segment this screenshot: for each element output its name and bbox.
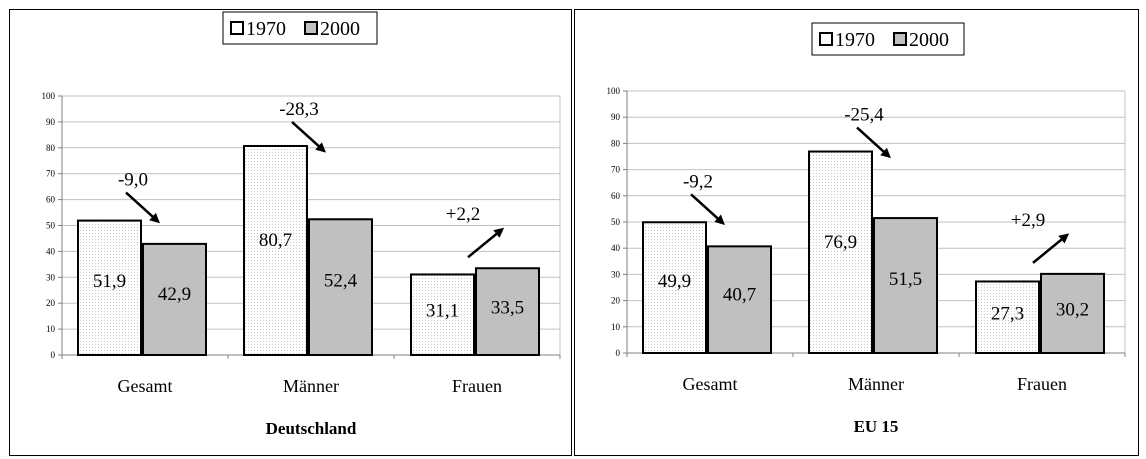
change-arrow-Gesamt bbox=[125, 191, 160, 224]
bar-Frauen-2000 bbox=[1040, 272, 1105, 355]
change-arrow-Männer bbox=[291, 121, 326, 153]
value-label-Gesamt-2000: 40,7 bbox=[723, 284, 756, 305]
bar-Männer-2000 bbox=[308, 218, 373, 356]
category-label-Männer: Männer bbox=[283, 376, 339, 396]
y-tick-label: 80 bbox=[611, 138, 621, 148]
legend-box bbox=[811, 22, 965, 56]
legend-swatch-1970 bbox=[819, 32, 833, 46]
y-tick-label: 40 bbox=[611, 243, 621, 253]
change-arrow-Männer bbox=[856, 126, 891, 159]
change-arrow-Frauen bbox=[467, 227, 505, 259]
y-tick-label: 100 bbox=[607, 86, 621, 96]
bar-Männer-1970 bbox=[808, 150, 873, 354]
bar-Frauen-1970 bbox=[975, 280, 1040, 354]
chart-panel-deutschland: 1970 2000 0 10 20 30 40 50 60 70 80 90 100 51,9 42,9 -9… bbox=[9, 9, 572, 456]
legend-label-2000: 2000 bbox=[320, 18, 360, 40]
y-tick-label: 70 bbox=[611, 165, 621, 175]
y-tick-label: 70 bbox=[46, 169, 56, 179]
value-label-Frauen-2000: 33,5 bbox=[491, 297, 524, 318]
bar-Gesamt-2000 bbox=[142, 242, 207, 357]
y-tick-label: 60 bbox=[611, 191, 621, 201]
value-label-Gesamt-2000: 42,9 bbox=[158, 284, 191, 305]
change-label-Gesamt: -9,2 bbox=[683, 171, 713, 192]
bar-Männer-1970 bbox=[243, 144, 308, 356]
y-tick-label: 10 bbox=[611, 322, 621, 332]
value-label-Gesamt-1970: 51,9 bbox=[93, 271, 126, 292]
legend-swatch-2000 bbox=[893, 32, 907, 46]
bar-Frauen-2000 bbox=[475, 267, 540, 356]
chart-eu15: 1970 2000 0 10 20 30 40 50 60 70 80 90 100 49,9 40,7 -9… bbox=[607, 22, 1126, 436]
legend-label-2000: 2000 bbox=[909, 29, 949, 51]
y-tick-label: 30 bbox=[46, 272, 56, 282]
category-label-Männer: Männer bbox=[848, 374, 904, 394]
change-label-Gesamt: -9,0 bbox=[118, 170, 148, 191]
value-label-Männer-2000: 51,5 bbox=[889, 269, 922, 290]
y-tick-label: 50 bbox=[611, 217, 621, 227]
category-label-Frauen: Frauen bbox=[452, 376, 502, 396]
value-label-Frauen-1970: 27,3 bbox=[991, 304, 1024, 325]
chart-subtitle: Deutschland bbox=[266, 419, 357, 438]
legend-swatch-1970 bbox=[230, 21, 244, 35]
bar-Männer-2000 bbox=[873, 217, 938, 354]
legend: 1970 2000 bbox=[222, 11, 378, 45]
y-tick-label: 100 bbox=[42, 91, 56, 101]
value-label-Männer-2000: 52,4 bbox=[324, 270, 358, 291]
change-arrow-Gesamt bbox=[690, 193, 725, 225]
chart-subtitle: EU 15 bbox=[854, 417, 899, 436]
y-tick-label: 90 bbox=[46, 117, 56, 127]
bar-Gesamt-1970 bbox=[642, 221, 707, 354]
y-tick-label: 20 bbox=[611, 296, 621, 306]
value-label-Männer-1970: 76,9 bbox=[824, 232, 857, 253]
y-tick-label: 0 bbox=[616, 348, 621, 358]
value-label-Männer-1970: 80,7 bbox=[259, 230, 292, 251]
bar-Frauen-1970 bbox=[410, 273, 475, 356]
legend-label-1970: 1970 bbox=[246, 18, 286, 40]
y-tick-label: 30 bbox=[611, 269, 621, 279]
y-tick-label: 80 bbox=[46, 143, 56, 153]
y-tick-label: 90 bbox=[611, 112, 621, 122]
change-label-Frauen: +2,2 bbox=[446, 204, 480, 225]
category-label-Frauen: Frauen bbox=[1017, 374, 1067, 394]
chart-panel-eu15: 1970 2000 0 10 20 30 40 50 60 70 80 90 100 49,9 40,7 -9… bbox=[574, 9, 1139, 456]
value-label-Frauen-2000: 30,2 bbox=[1056, 299, 1089, 320]
y-tick-label: 20 bbox=[46, 298, 56, 308]
value-label-Frauen-1970: 31,1 bbox=[426, 301, 459, 322]
category-label-Gesamt: Gesamt bbox=[683, 374, 738, 394]
legend-swatch-2000 bbox=[304, 21, 318, 35]
bar-Gesamt-2000 bbox=[707, 245, 772, 354]
y-tick-label: 0 bbox=[51, 350, 56, 360]
bar-Gesamt-1970 bbox=[77, 219, 142, 356]
legend: 1970 2000 bbox=[811, 22, 965, 56]
change-label-Männer: -25,4 bbox=[844, 105, 884, 126]
y-tick-label: 40 bbox=[46, 246, 56, 256]
change-label-Frauen: +2,9 bbox=[1011, 210, 1045, 231]
y-tick-label: 50 bbox=[46, 221, 56, 231]
legend-box bbox=[222, 11, 378, 45]
legend-label-1970: 1970 bbox=[835, 29, 875, 51]
value-label-Gesamt-1970: 49,9 bbox=[658, 271, 691, 292]
change-label-Männer: -28,3 bbox=[279, 99, 319, 120]
y-tick-label: 10 bbox=[46, 324, 56, 334]
chart-deutschland: 1970 2000 0 10 20 30 40 50 60 70 80 90 100 51,9 42,9 -9… bbox=[42, 11, 561, 438]
y-tick-label: 60 bbox=[46, 195, 56, 205]
change-arrow-Frauen bbox=[1032, 233, 1070, 264]
category-label-Gesamt: Gesamt bbox=[118, 376, 173, 396]
